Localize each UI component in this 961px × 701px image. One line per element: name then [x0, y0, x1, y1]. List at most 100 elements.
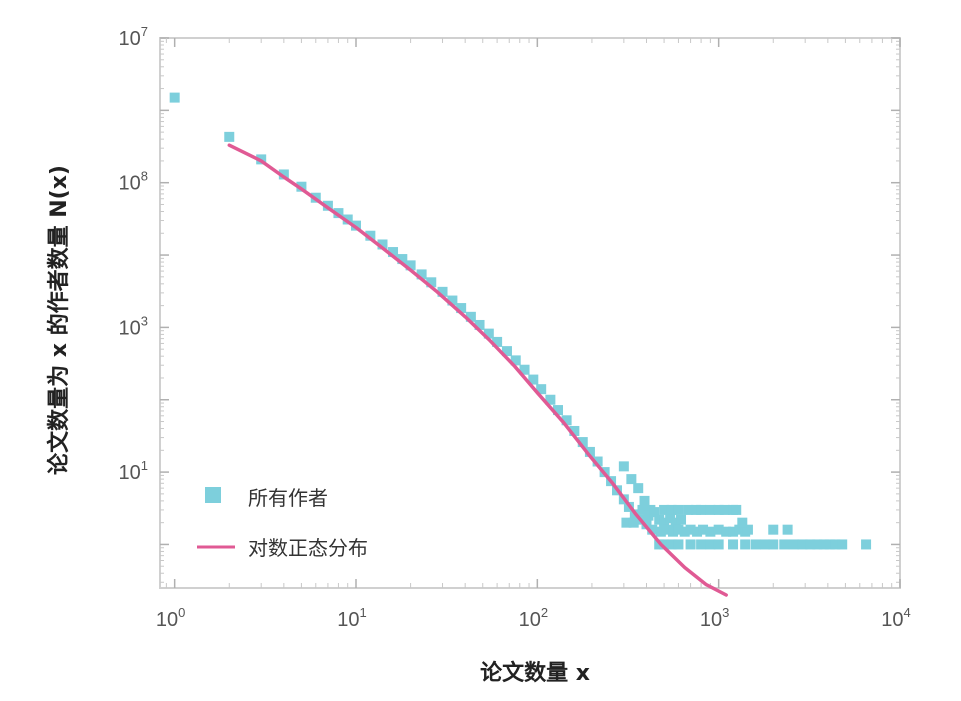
scatter-point [818, 539, 829, 550]
scatter-point [685, 524, 696, 535]
scatter-point [592, 456, 603, 467]
y-tick-label: 103 [119, 313, 148, 339]
scatter-point [705, 539, 716, 550]
scatter-point [734, 524, 745, 535]
x-tick-label: 102 [519, 605, 548, 631]
legend-label-scatter: 所有作者 [248, 486, 328, 510]
scatter-point [649, 507, 660, 518]
scatter-point [788, 539, 799, 550]
scatter-point [705, 526, 716, 537]
scatter-point [861, 539, 872, 550]
scatter-point [618, 461, 629, 472]
scatter-point [643, 510, 654, 521]
scatter-point [397, 254, 408, 265]
scatter-point [405, 260, 416, 271]
scatter-point [626, 474, 637, 485]
scatter-point [659, 517, 670, 528]
scatter-point [837, 539, 848, 550]
scatter-point [483, 328, 494, 339]
line-series [227, 143, 728, 597]
scatter-point [721, 526, 732, 537]
scatter-point [782, 524, 793, 535]
scatter-point [719, 504, 730, 515]
scatter-point [665, 513, 676, 524]
scatter-point [278, 169, 289, 180]
scatter-point [296, 181, 307, 192]
scatter-point [670, 517, 681, 528]
scatter-point [673, 524, 684, 535]
scatter-point [683, 504, 694, 515]
x-tick-label: 100 [156, 605, 185, 631]
y-axis-title: 论文数量为 x 的作者数量 N(x) [46, 165, 72, 475]
scatter-point [705, 504, 716, 515]
scatter-point [447, 295, 458, 306]
scatter-point [812, 539, 823, 550]
scatter-point [561, 415, 572, 426]
plot-frame [159, 37, 901, 589]
scatter-point [805, 539, 816, 550]
scatter-series [169, 92, 872, 550]
scatter-point [501, 346, 512, 357]
legend-label-line: 对数正态分布 [248, 536, 368, 560]
scatter-point [536, 384, 547, 395]
scatter-point [742, 524, 753, 535]
scatter-point [696, 539, 707, 550]
scatter-point [713, 539, 724, 550]
scatter-point [830, 539, 841, 550]
scatter-point [492, 336, 503, 347]
scatter-point [628, 517, 639, 528]
scatter-point [673, 539, 684, 550]
y-tick-label: 108 [119, 169, 148, 195]
scatter-point [639, 495, 650, 506]
scatter-point [696, 504, 707, 515]
scatter-point [655, 526, 666, 537]
scatter-point [713, 504, 724, 515]
scatter-point [510, 355, 521, 366]
scatter-point [577, 437, 588, 448]
y-tick-label: 101 [119, 458, 148, 484]
scatter-point [437, 286, 448, 297]
scatter-point [740, 539, 751, 550]
scatter-point [416, 269, 427, 280]
scatter-point [365, 230, 376, 241]
scatter-point [224, 131, 235, 142]
scatter-point [728, 526, 739, 537]
scatter-point [691, 504, 702, 515]
x-axis-title: 论文数量 x [480, 660, 590, 686]
scatter-point [824, 539, 835, 550]
scatter-point [731, 504, 742, 515]
scatter-point [673, 504, 684, 515]
scatter-point [474, 319, 485, 330]
scatter-point [662, 524, 673, 535]
scatter-point [647, 524, 658, 535]
y-axis: 107 108 103 101 [119, 24, 900, 583]
x-tick-label: 104 [881, 605, 910, 631]
scatter-point [685, 539, 696, 550]
scatter-point [728, 539, 739, 550]
scatter-point [679, 526, 690, 537]
scatter-point [759, 539, 770, 550]
scatter-point [692, 526, 703, 537]
scatter-point [737, 517, 748, 528]
scatter-point [768, 539, 779, 550]
scatter-point [641, 519, 652, 530]
scatter-point [377, 239, 388, 250]
scatter-point [169, 92, 180, 103]
scatter-point [456, 303, 467, 314]
scatter-point [779, 539, 790, 550]
scatter-point [666, 504, 677, 515]
scatter-point [388, 247, 399, 258]
scatter-point [569, 425, 580, 436]
scatter-point [713, 524, 724, 535]
scatter-point [552, 405, 563, 416]
scatter-point [750, 539, 761, 550]
y-tick-label: 107 [119, 24, 148, 50]
x-axis: 100 101 102 103 104 [156, 38, 911, 631]
scatter-point [698, 524, 709, 535]
plot-border [159, 37, 901, 589]
scatter-point [637, 504, 648, 515]
scatter-point [519, 364, 530, 375]
legend-swatch-scatter [205, 487, 221, 503]
scatter-point [659, 539, 670, 550]
